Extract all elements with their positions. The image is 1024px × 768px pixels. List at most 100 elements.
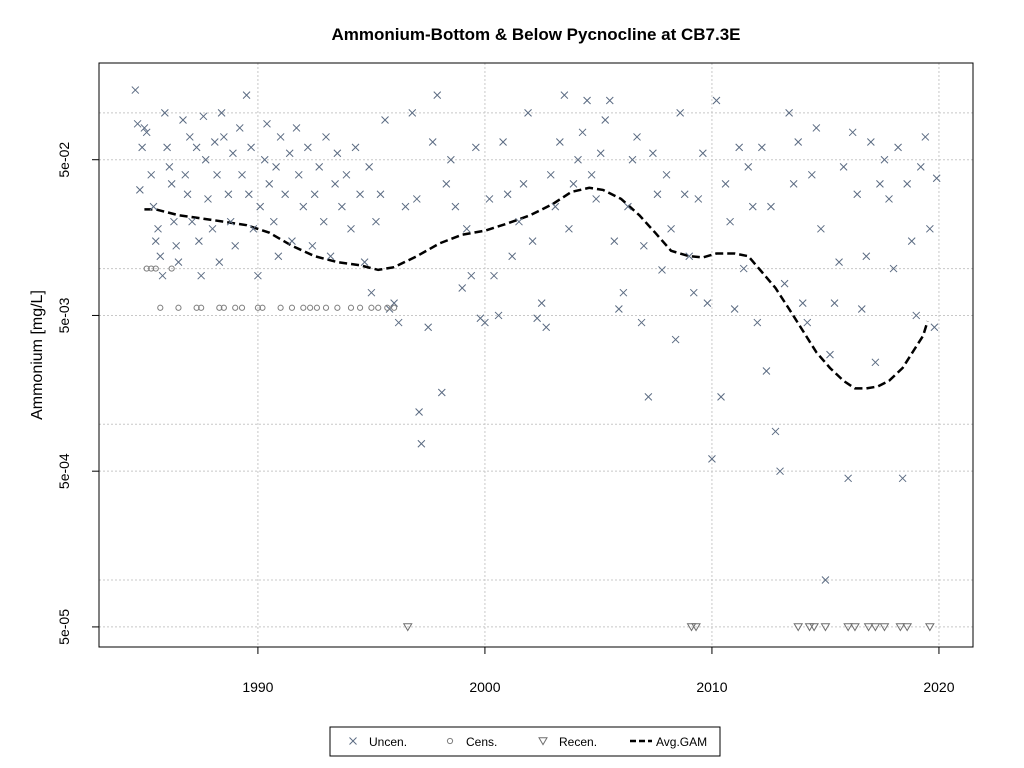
uncensored-point [235,124,244,132]
legend-label: Uncen. [369,735,407,749]
uncensored-point [519,179,528,188]
uncensored-point [853,190,862,199]
uncensored-point [676,108,685,117]
uncensored-point [372,217,380,226]
uncensored-point [308,241,317,250]
uncensored-point [885,195,893,203]
y-tick-label: 5e-05 [56,609,72,645]
uncensored-point [871,358,880,367]
uncensored-point [437,388,446,397]
censored-point [148,265,155,272]
y-tick-label: 5e-04 [56,453,72,489]
uncensored-point [238,170,246,179]
legend-recen-symbol [538,737,548,746]
uncensored-point [167,179,176,188]
uncensored-point [147,170,156,179]
uncensored-point [231,241,240,250]
uncensored-point [866,138,875,146]
recensored-point [820,623,831,632]
uncensored-point [163,143,171,152]
uncensored-point [542,323,551,332]
uncensored-point [276,133,285,141]
uncensored-point [857,305,866,313]
uncensored-point [424,323,433,332]
uncensored-point [451,202,460,211]
uncensored-point [226,217,235,226]
uncensored-point [649,149,657,158]
uncensored-point [812,124,821,132]
uncensored-point [356,190,364,199]
uncensored-point [748,202,757,211]
uncensored-point [381,116,389,124]
uncensored-point [220,133,228,141]
uncensored-point [508,252,517,261]
uncensored-point [524,108,532,117]
uncensored-point [285,149,294,158]
legend-box [329,726,721,757]
uncensored-point [181,170,190,179]
uncensored-point [794,138,803,146]
uncensored-point [247,143,255,152]
uncensored-point [898,474,907,483]
recensored-point [850,623,860,632]
uncensored-point [916,162,925,171]
uncensored-point [417,439,426,448]
uncensored-point [726,217,734,226]
uncensored-point [272,162,280,171]
legend-cens-symbol [446,737,454,745]
censored-point [259,304,266,311]
uncensored-point [138,143,146,152]
uncensored-point [546,170,555,179]
uncensored-point [499,138,507,146]
uncensored-point [462,224,471,233]
uncensored-point [165,162,174,171]
uncensored-point [179,116,187,124]
uncensored-point [185,133,194,141]
uncensored-point [578,128,587,137]
uncensored-point [256,202,265,211]
uncensored-point [149,202,158,211]
uncensored-point [156,252,165,261]
censored-point [356,304,364,311]
uncensored-point [876,179,884,188]
uncensored-point [717,393,725,401]
uncensored-point [894,143,902,152]
uncensored-point [689,288,698,297]
recensored-point [902,623,913,632]
uncensored-point [376,190,385,199]
uncensored-point [229,149,237,158]
uncensored-point [776,467,784,476]
y-tick-label: 5e-03 [56,297,72,333]
censored-point [322,304,330,311]
recensored-point [402,623,413,632]
uncensored-point [662,170,671,179]
uncensored-point [624,202,632,211]
uncensored-point [503,190,512,199]
recensored-point [793,623,804,632]
uncensored-point [338,202,346,211]
uncensored-point [192,143,201,152]
uncensored-point [210,138,219,146]
uncensored-point [394,318,403,327]
uncensored-point [197,271,206,280]
censored-point [347,304,355,311]
uncensored-point [170,217,178,226]
uncensored-point [537,299,546,307]
recensored-point [879,623,890,632]
uncensored-point [490,271,498,280]
uncensored-point [830,299,839,307]
uncensored-point [605,96,614,105]
uncensored-point [862,252,871,261]
uncensored-point [767,202,775,211]
uncensored-point [351,143,360,152]
uncensored-point [921,133,930,141]
uncensored-point [644,393,653,401]
censored-point [368,304,375,311]
uncensored-point [322,133,330,141]
uncensored-point [172,241,181,250]
legend: Uncen. Cens. Recen. Avg.GAM [329,726,721,757]
uncensored-point [195,237,203,245]
uncensored-point [803,318,812,327]
uncensored-point [587,170,596,179]
uncensored-point [485,195,494,203]
